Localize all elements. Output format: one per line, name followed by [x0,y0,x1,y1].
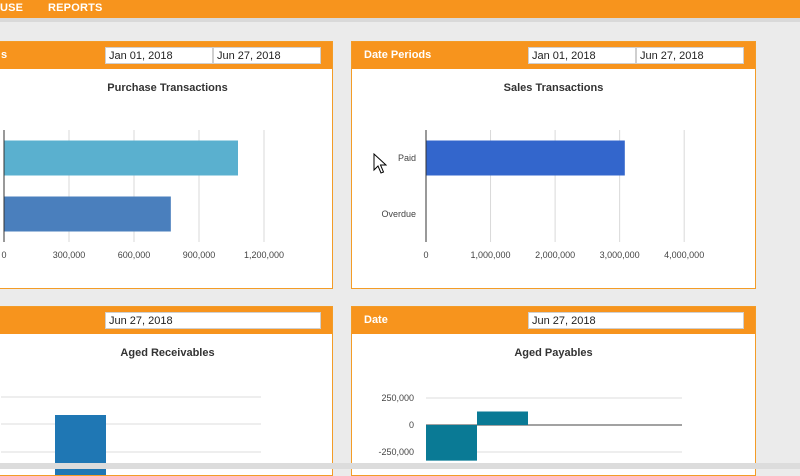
aged-payables-chart: 250,000 0 -250,000 [378,393,682,461]
aged-receivables-chart [1,396,261,475]
panel-header: s [0,42,332,69]
chart-title: Aged Receivables [120,347,215,359]
chart-title: Sales Transactions [503,82,604,94]
chart-title: Aged Payables [514,347,593,359]
bar [4,196,171,232]
aged-payables-panel: Date Aged Payables 250,000 0 -250,000 [351,306,756,476]
x-tick-label: 0 [423,250,428,260]
as-of-date-input[interactable] [105,312,321,329]
y-tick-label: -250,000 [378,447,414,457]
y-tick-label: 250,000 [381,393,414,403]
date-to-input[interactable] [636,47,744,64]
horizontal-scrollbar[interactable] [0,463,800,469]
aged-receivables-panel: Aged Receivables [0,306,333,476]
nav-item-reports[interactable]: REPORTS [48,2,103,14]
panel-header-label: Date [364,314,388,326]
x-tick-label: 900,000 [183,250,216,260]
panel-header: Date Periods [352,42,755,69]
x-tick-label: 300,000 [53,250,86,260]
date-from-input[interactable] [105,47,213,64]
bar [4,140,238,176]
purchase-transactions-panel: s Purchase Transactions 0 300,000 600,000 9… [0,41,333,289]
x-tick-label: 3,000,000 [600,250,640,260]
x-tick-label: 4,000,000 [664,250,704,260]
x-tick-label: 1,000,000 [471,250,511,260]
bar [426,425,477,461]
date-from-input[interactable] [528,47,636,64]
as-of-date-input[interactable] [528,312,744,329]
sales-transactions-chart: 0 1,000,000 2,000,000 3,000,000 4,000,000 Pai… [381,130,704,260]
x-tick-label: 1,200,000 [244,250,284,260]
chart-title: Purchase Transactions [107,82,228,94]
category-label: Paid [398,153,416,163]
panel-header: Date [352,307,755,334]
x-tick-label: 0 [1,250,6,260]
x-tick-label: 600,000 [118,250,151,260]
mouse-cursor-icon [373,153,387,174]
panel-header [0,307,332,334]
x-tick-label: 2,000,000 [535,250,575,260]
bar [426,140,625,176]
nav-divider [0,18,800,22]
purchase-transactions-chart: 0 300,000 600,000 900,000 1,200,000 [1,130,284,260]
sales-transactions-panel: Date Periods Sales Transactions 0 1,000,0… [351,41,756,289]
date-to-input[interactable] [213,47,321,64]
top-nav-bar: USE REPORTS [0,0,800,18]
panel-header-label: s [1,49,8,61]
y-tick-label: 0 [409,420,414,430]
bar [477,411,528,425]
panel-header-label: Date Periods [364,49,432,61]
nav-item-warehouse[interactable]: USE [0,2,24,14]
category-label: Overdue [381,209,416,219]
